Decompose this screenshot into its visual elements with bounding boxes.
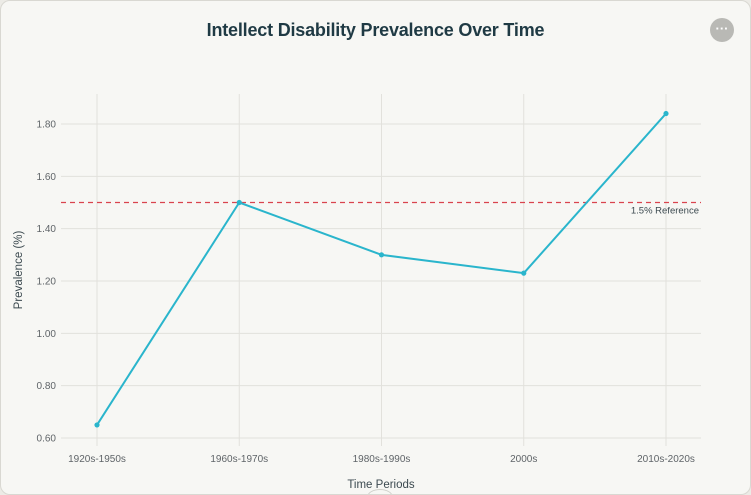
reference-line-label: 1.5% Reference <box>631 206 699 217</box>
data-point <box>663 110 669 117</box>
y-tick-label: 1.60 <box>37 172 57 183</box>
x-tick-label: 2000s <box>510 454 537 465</box>
x-tick-label: 1980s-1990s <box>353 454 411 465</box>
reference-line-group: 1.5% Reference <box>61 201 701 217</box>
y-tick-label: 1.80 <box>37 120 57 131</box>
y-tick-label: 0.60 <box>37 434 57 445</box>
x-axis-ticks: 1920s-1950s 1960s-1970s 1980s-1990s 2000s 20… <box>68 454 695 465</box>
y-axis-ticks: 0.60 0.80 1.00 1.20 1.40 1.60 1.80 <box>37 120 57 445</box>
series-group <box>94 110 669 428</box>
x-tick-label: 1960s-1970s <box>210 454 268 465</box>
y-tick-label: 1.20 <box>37 277 57 288</box>
y-tick-label: 1.00 <box>37 329 57 340</box>
y-axis-title: Prevalence (%) <box>13 231 25 310</box>
x-tick-label: 1920s-1950s <box>68 454 126 465</box>
data-point <box>521 270 527 276</box>
chart-title: Intellect Disability Prevalence Over Tim… <box>206 20 545 40</box>
more-options-button[interactable]: ··· <box>710 18 734 42</box>
ellipsis-icon: ··· <box>715 21 729 36</box>
y-tick-label: 1.40 <box>37 224 57 235</box>
x-tick-label: 2010s-2020s <box>637 454 695 465</box>
x-axis-title: Time Periods <box>347 479 415 491</box>
y-tick-label: 0.80 <box>37 381 57 392</box>
data-point <box>378 252 385 258</box>
grid-lines <box>61 94 701 446</box>
data-point <box>236 199 242 206</box>
data-point <box>94 422 100 428</box>
